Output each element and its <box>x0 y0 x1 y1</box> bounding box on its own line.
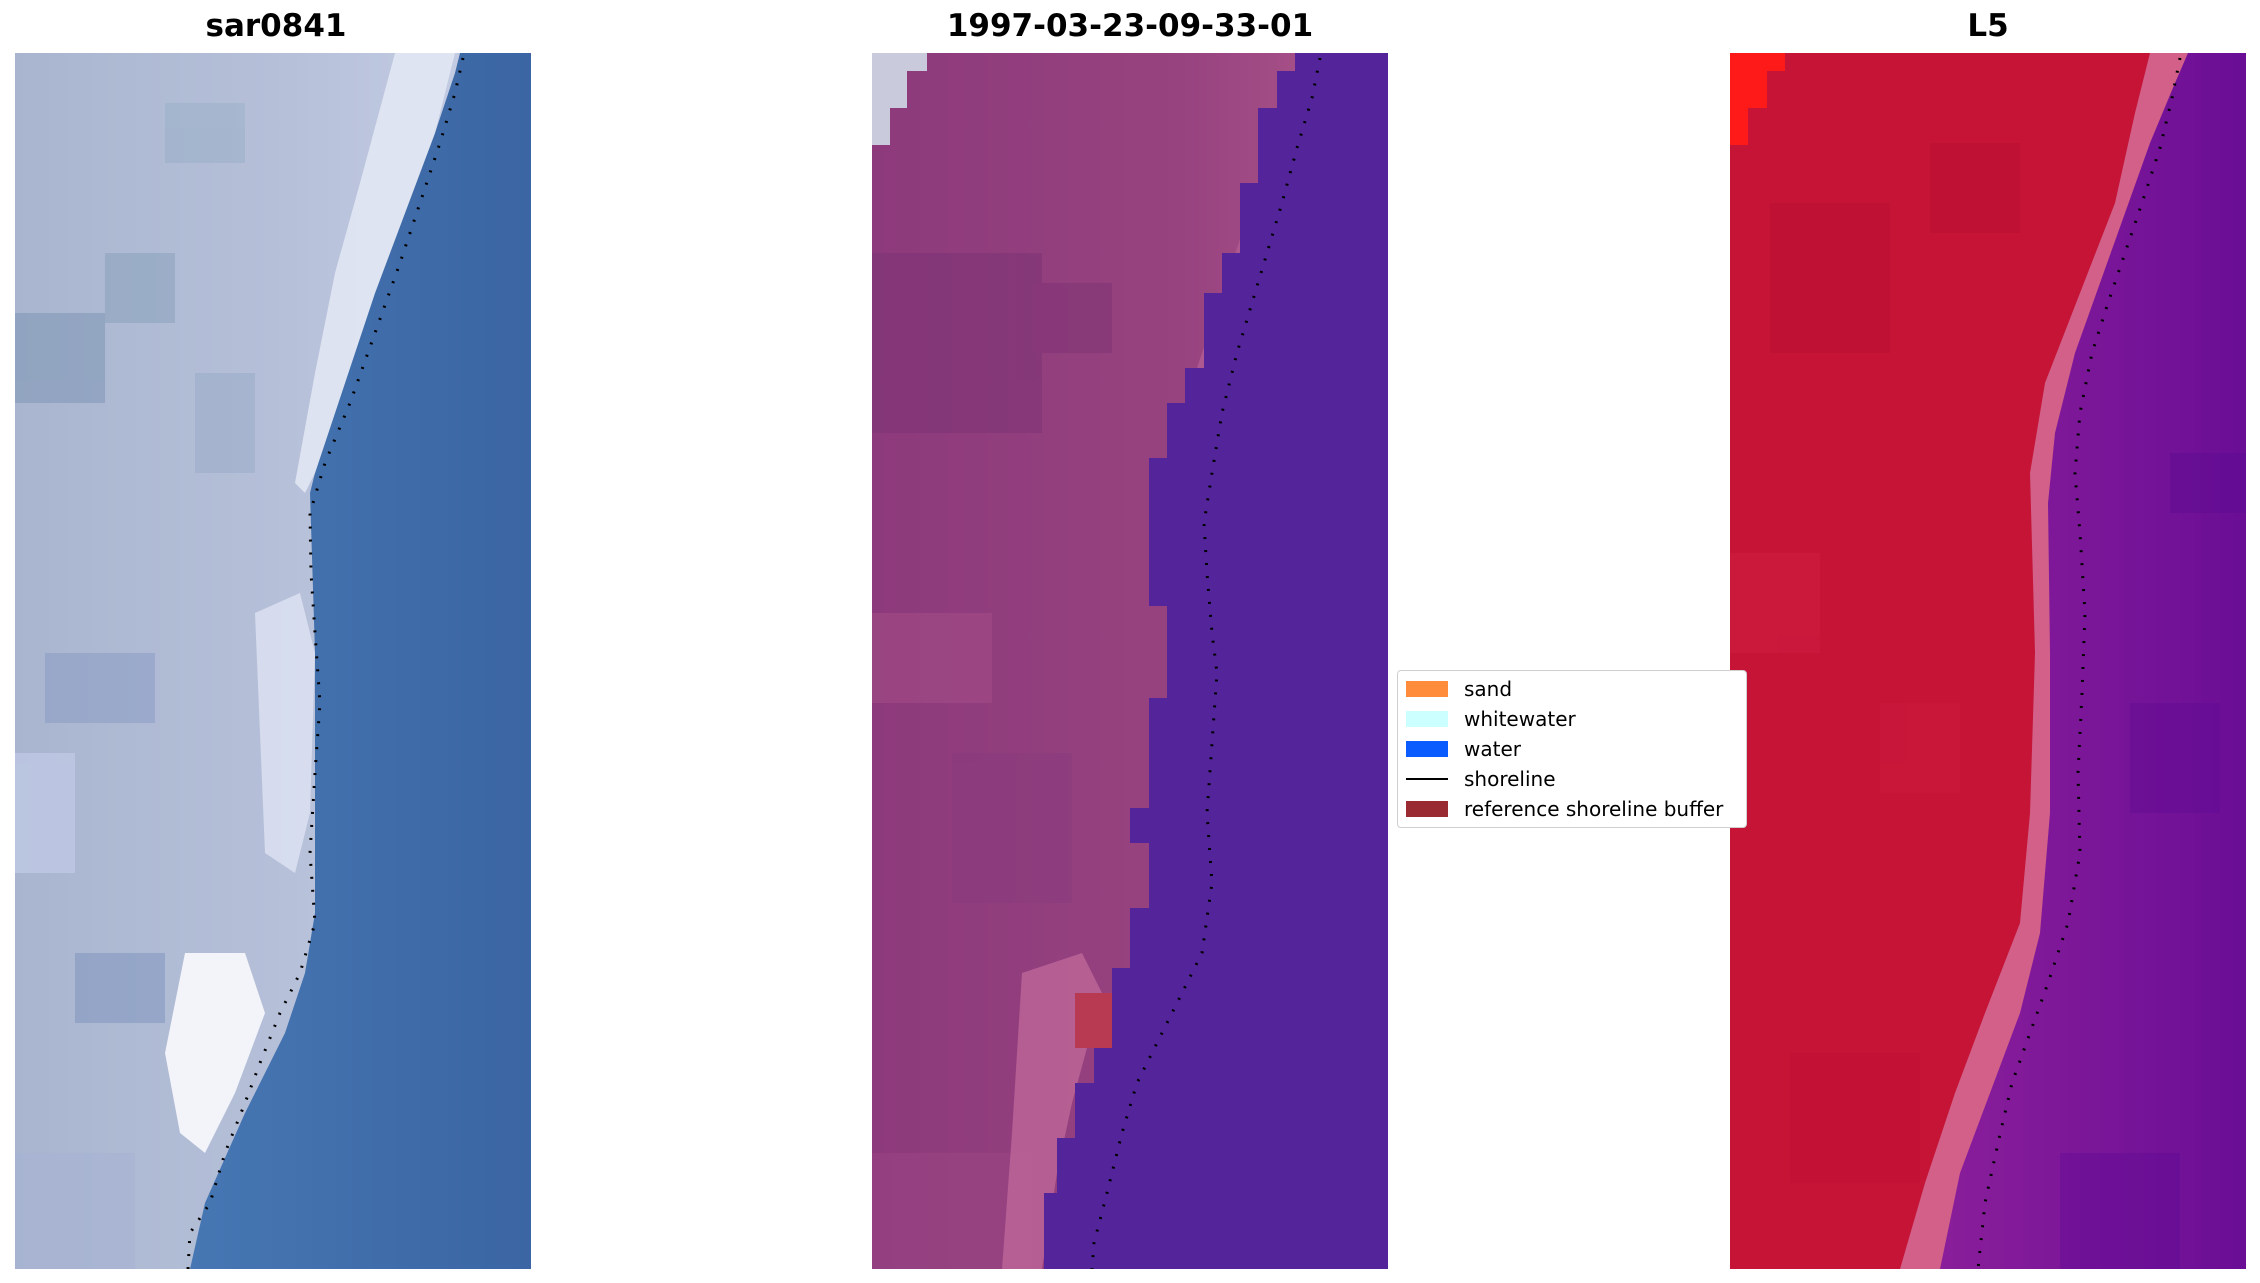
classified-land-texture <box>872 253 1112 1269</box>
legend-item-shoreline: shoreline <box>1406 767 1556 791</box>
legend-item-whitewater: whitewater <box>1406 707 1576 731</box>
legend-swatch-water <box>1406 741 1448 757</box>
legend: sand whitewater water shoreline referenc… <box>1397 670 1747 828</box>
legend-swatch-sand <box>1406 681 1448 697</box>
legend-swatch-shoreline <box>1406 778 1448 780</box>
legend-swatch-buffer <box>1406 801 1448 817</box>
classified-buffer-block <box>1075 993 1112 1048</box>
panel-title-index: L5 <box>1967 8 2009 44</box>
rgb-whitewater-mid <box>255 593 315 873</box>
index-bright-pixels <box>1730 53 1785 145</box>
panel-title-rgb: sar0841 <box>205 8 347 44</box>
panel-title-classified: 1997-03-23-09-33-01 <box>946 8 1314 44</box>
classified-whitewater-pixels <box>872 53 927 145</box>
rgb-whitewater-bright <box>165 953 265 1153</box>
rgb-image-panel <box>15 53 531 1269</box>
index-land-texture <box>1730 143 2020 1183</box>
classified-image-panel <box>872 53 1388 1269</box>
index-image-panel <box>1730 53 2246 1269</box>
legend-label-sand: sand <box>1464 677 1513 701</box>
classified-water-area <box>1044 53 1388 1269</box>
legend-label-buffer: reference shoreline buffer <box>1464 797 1724 821</box>
legend-item-sand: sand <box>1406 677 1512 701</box>
legend-swatch-whitewater <box>1406 711 1448 727</box>
index-water-area <box>1940 53 2246 1269</box>
legend-label-whitewater: whitewater <box>1464 707 1576 731</box>
legend-label-water: water <box>1464 737 1521 761</box>
rgb-land-texture <box>15 103 255 1269</box>
legend-item-water: water <box>1406 737 1521 761</box>
legend-item-buffer: reference shoreline buffer <box>1406 797 1723 821</box>
rgb-water-area <box>190 53 531 1269</box>
index-water-texture <box>2060 453 2246 1269</box>
legend-label-shoreline: shoreline <box>1464 767 1556 791</box>
rgb-whitewater-band <box>295 53 455 493</box>
